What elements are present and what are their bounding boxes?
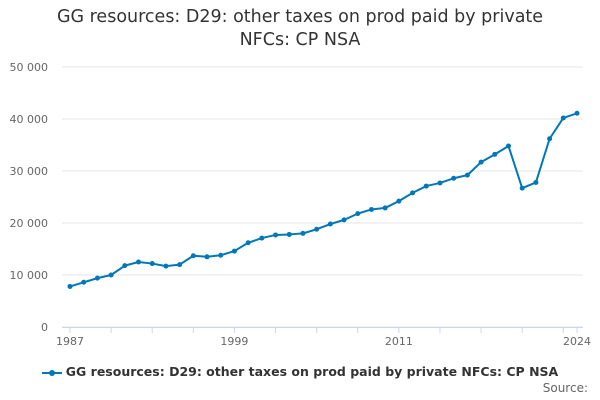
y-tick-label: 20 000 xyxy=(10,217,49,230)
data-point[interactable] xyxy=(355,211,361,217)
data-point[interactable] xyxy=(136,259,142,265)
data-point[interactable] xyxy=(204,254,210,260)
data-point[interactable] xyxy=(190,253,196,259)
data-point[interactable] xyxy=(574,110,580,116)
data-point[interactable] xyxy=(560,115,566,121)
data-point[interactable] xyxy=(410,190,416,196)
data-point[interactable] xyxy=(149,261,155,267)
legend[interactable]: GG resources: D29: other taxes on prod p… xyxy=(0,364,600,379)
data-point[interactable] xyxy=(519,185,525,191)
data-point[interactable] xyxy=(108,272,114,278)
data-point[interactable] xyxy=(245,240,251,246)
x-tick-label: 1999 xyxy=(220,335,248,348)
legend-label: GG resources: D29: other taxes on prod p… xyxy=(65,364,559,379)
data-point[interactable] xyxy=(94,275,100,281)
data-point[interactable] xyxy=(464,172,470,178)
data-point[interactable] xyxy=(259,235,265,241)
data-point[interactable] xyxy=(314,226,320,232)
chart-title: GG resources: D29: other taxes on prod p… xyxy=(56,7,544,50)
y-tick-label: 10 000 xyxy=(10,269,49,282)
data-point[interactable] xyxy=(341,217,347,223)
data-point[interactable] xyxy=(122,263,128,269)
data-point[interactable] xyxy=(300,230,306,236)
data-point[interactable] xyxy=(218,252,224,258)
y-tick-label: 0 xyxy=(41,321,48,334)
data-point[interactable] xyxy=(286,231,292,237)
y-tick-label: 50 000 xyxy=(10,61,49,74)
data-point[interactable] xyxy=(396,198,402,204)
data-point[interactable] xyxy=(437,180,443,186)
x-tick-label: 2024 xyxy=(563,335,591,348)
data-point[interactable] xyxy=(163,263,169,269)
y-tick-label: 40 000 xyxy=(10,113,49,126)
data-point[interactable] xyxy=(231,248,237,254)
data-point[interactable] xyxy=(451,175,457,181)
data-point[interactable] xyxy=(382,205,388,211)
source-label: Source: xyxy=(542,381,588,395)
x-tick-label: 1987 xyxy=(56,335,84,348)
data-point[interactable] xyxy=(81,279,87,285)
data-point[interactable] xyxy=(533,179,539,185)
data-point[interactable] xyxy=(478,159,484,165)
data-point[interactable] xyxy=(547,136,553,142)
data-point[interactable] xyxy=(368,206,374,212)
data-point[interactable] xyxy=(492,151,498,157)
data-point[interactable] xyxy=(177,262,183,268)
data-point[interactable] xyxy=(423,183,429,189)
data-point[interactable] xyxy=(327,221,333,227)
data-point[interactable] xyxy=(67,283,73,289)
legend-line-marker-icon xyxy=(41,368,62,378)
data-point[interactable] xyxy=(505,143,511,149)
series-line xyxy=(69,112,578,288)
y-tick-label: 30 000 xyxy=(10,165,49,178)
data-point[interactable] xyxy=(273,232,279,238)
x-tick-label: 2011 xyxy=(385,335,413,348)
